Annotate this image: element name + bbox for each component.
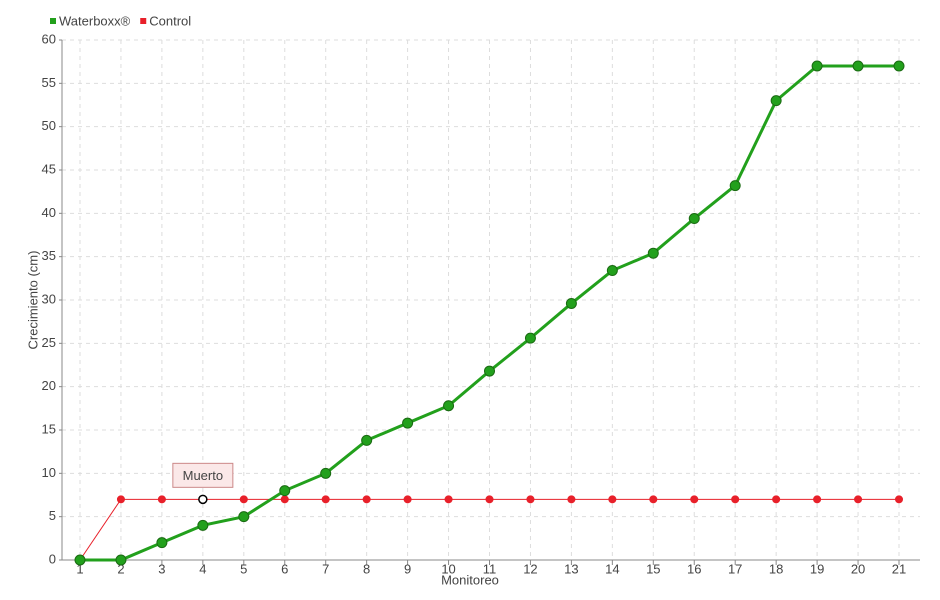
x-tick-label: 12 [523, 561, 537, 576]
data-point [895, 495, 903, 504]
x-tick-label: 2 [117, 561, 124, 576]
x-tick-label: 19 [810, 561, 824, 576]
data-point [403, 495, 412, 504]
y-tick-label: 25 [42, 335, 56, 350]
data-point [320, 467, 332, 479]
y-axis-label: Crecimiento (cm) [25, 251, 40, 350]
data-point [402, 417, 414, 429]
data-point [770, 95, 782, 107]
data-point [811, 60, 823, 72]
data-point [606, 265, 618, 277]
x-axis-label: Monitoreo [441, 572, 499, 587]
x-tick-label: 5 [240, 561, 247, 576]
x-tick-label: 4 [199, 561, 206, 576]
data-point [524, 332, 536, 344]
y-tick-label: 20 [42, 378, 56, 393]
data-point [156, 537, 168, 549]
data-point [485, 495, 494, 504]
data-point [239, 495, 248, 504]
data-point [729, 180, 741, 192]
data-point [361, 434, 373, 446]
data-point [74, 554, 86, 566]
x-tick-label: 17 [728, 561, 742, 576]
y-tick-label: 15 [42, 421, 56, 436]
x-tick-label: 20 [851, 561, 865, 576]
y-tick-label: 30 [42, 291, 56, 306]
annotation-text: Muerto [183, 468, 223, 483]
x-tick-label: 16 [687, 561, 701, 576]
data-point [731, 495, 740, 504]
x-tick-label: 14 [605, 561, 619, 576]
data-point [484, 365, 495, 377]
y-tick-label: 45 [42, 161, 56, 176]
data-point [813, 495, 822, 504]
data-point [280, 495, 289, 504]
legend-label: Waterboxx® [59, 13, 131, 28]
legend-label: Control [149, 13, 191, 28]
data-point [116, 495, 125, 504]
data-point [238, 511, 250, 523]
legend-swatch [50, 18, 56, 24]
data-point [565, 297, 577, 309]
data-point [115, 554, 127, 566]
x-tick-label: 10 [441, 561, 455, 576]
x-tick-label: 3 [158, 561, 165, 576]
y-tick-label: 40 [42, 205, 56, 220]
x-tick-label: 9 [404, 561, 411, 576]
data-point [362, 495, 371, 504]
x-tick-label: 18 [769, 561, 783, 576]
x-tick-label: 1 [76, 561, 83, 576]
data-point [649, 495, 658, 504]
data-point [321, 495, 330, 504]
y-tick-label: 35 [42, 248, 56, 263]
x-tick-label: 15 [646, 561, 660, 576]
y-tick-label: 50 [42, 118, 56, 133]
data-point [526, 495, 535, 504]
annotation-box [172, 462, 234, 488]
data-point [852, 60, 864, 72]
data-point [567, 495, 576, 504]
data-point [690, 495, 699, 504]
x-tick-label: 6 [281, 561, 288, 576]
x-tick-label: 8 [363, 561, 370, 576]
data-point [854, 495, 863, 504]
data-point [647, 247, 659, 259]
data-point [443, 400, 455, 412]
x-tick-label: 11 [483, 561, 497, 576]
data-point [608, 495, 617, 504]
y-tick-label: 55 [42, 75, 56, 90]
x-tick-label: 21 [892, 561, 906, 576]
x-tick-label: 13 [564, 561, 578, 576]
data-point [197, 519, 209, 531]
data-point [157, 495, 166, 504]
y-tick-label: 60 [42, 31, 56, 46]
y-tick-label: 5 [49, 508, 56, 523]
data-point [893, 60, 905, 72]
data-point [279, 485, 291, 497]
x-tick-label: 7 [322, 561, 329, 576]
data-point [444, 495, 453, 504]
data-point [198, 494, 208, 505]
y-tick-label: 0 [49, 551, 56, 566]
data-point [688, 213, 700, 225]
y-tick-label: 10 [42, 465, 56, 480]
legend-swatch [140, 18, 147, 24]
data-point [772, 495, 781, 504]
